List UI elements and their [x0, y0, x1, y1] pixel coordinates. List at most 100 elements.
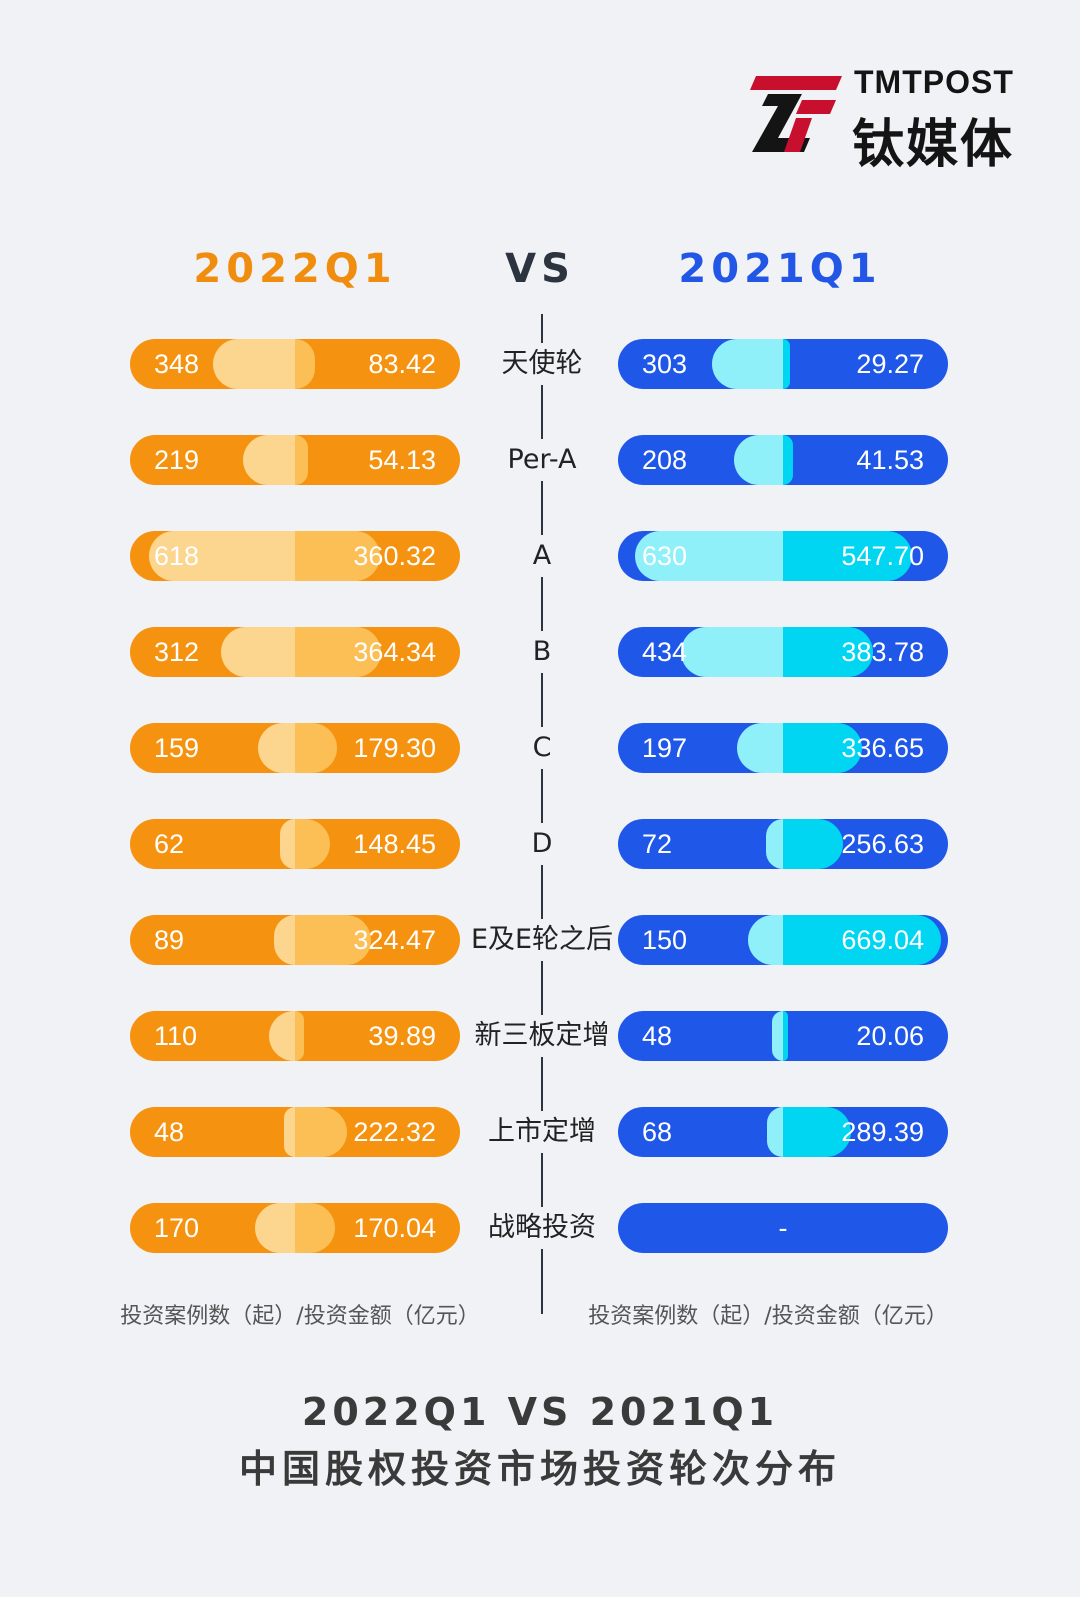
cases-fill — [766, 819, 783, 869]
2021q1-bar: 208 41.53 — [618, 435, 948, 485]
2022q1-bar: 62 148.45 — [130, 819, 460, 869]
cases-fill — [747, 915, 783, 965]
cases-fill — [280, 819, 295, 869]
2022q1-bar: 618 360.32 — [130, 531, 460, 581]
logo-text-cn: 钛媒体 — [852, 115, 1015, 175]
amount-value-label: 54.13 — [368, 445, 436, 475]
amount-value-label: 364.34 — [353, 637, 436, 667]
amount-value-label: 179.30 — [353, 733, 436, 763]
2022q1-bar: 348 83.42 — [130, 339, 460, 389]
amount-value-label: 256.63 — [841, 829, 924, 859]
cases-value-label: 630 — [642, 541, 688, 571]
tmtpost-logo: TMTPOST 钛媒体 — [750, 64, 1020, 175]
2022q1-bar: 312 364.34 — [130, 627, 460, 677]
2022q1-bar: 170 170.04 — [130, 1203, 460, 1253]
amount-value-label: 336.65 — [841, 733, 924, 763]
amount-fill — [295, 339, 315, 389]
chart-title: 2022Q1 VS 2021Q1 — [301, 1390, 779, 1434]
cases-fill — [733, 435, 783, 485]
2022q1-bar: 219 54.13 — [130, 435, 460, 485]
amount-value-label: 222.32 — [353, 1117, 436, 1147]
amount-value-label: 547.70 — [841, 541, 924, 571]
cases-value-label: 48 — [642, 1021, 673, 1051]
logo-text-en: TMTPOST — [854, 64, 1014, 100]
cases-value-label: 208 — [642, 445, 688, 475]
cases-fill — [243, 435, 295, 485]
amount-fill — [295, 1203, 336, 1253]
chart-row: 170 170.04 战略投资 - — [0, 1203, 1080, 1253]
amount-fill — [783, 435, 793, 485]
2021q1-bar: 48 20.06 — [618, 1011, 948, 1061]
2021q1-bar: 303 29.27 — [618, 339, 948, 389]
chart-row: 62 148.45 D 72 256.63 — [0, 819, 1080, 869]
amount-value-label: 39.89 — [368, 1021, 436, 1051]
cases-value-label: 68 — [642, 1117, 673, 1147]
amount-fill — [783, 531, 913, 581]
cases-value-label: 110 — [154, 1021, 198, 1051]
cases-value-label: 348 — [154, 349, 200, 379]
cases-value-label: 303 — [642, 349, 688, 379]
amount-value-label: 170.04 — [353, 1213, 436, 1243]
amount-value-label: 41.53 — [856, 445, 924, 475]
2021q1-bar: 197 336.65 — [618, 723, 948, 773]
2021q1-bar: 72 256.63 — [618, 819, 948, 869]
amount-value-label: 383.78 — [841, 637, 924, 667]
cases-fill — [254, 1203, 295, 1253]
cases-value-label: 312 — [154, 637, 200, 667]
category-label: E及E轮之后 — [460, 919, 624, 961]
2021q1-bar: - — [618, 1203, 948, 1253]
amount-fill — [295, 435, 308, 485]
chart-row: 159 179.30 C 197 336.65 — [0, 723, 1080, 773]
cases-fill — [711, 339, 783, 389]
amount-fill — [295, 915, 372, 965]
chart-row: 219 54.13 Per-A 208 41.53 — [0, 435, 1080, 485]
unit-label-right: 投资案例数（起）/投资金额（亿元） — [588, 1304, 948, 1329]
amount-value-label: 20.06 — [856, 1021, 924, 1051]
cases-fill — [149, 531, 295, 581]
2021q1-bar: 630 547.70 — [618, 531, 948, 581]
tmtpost-logo-mark-icon — [750, 76, 842, 152]
cases-fill — [766, 1107, 783, 1157]
chart-subtitle: 中国股权投资市场投资轮次分布 — [238, 1447, 841, 1491]
cases-value-label: 197 — [642, 733, 688, 763]
cases-value-label: 72 — [642, 829, 673, 859]
2021q1-bar: 150 669.04 — [618, 915, 948, 965]
header-2021q1: 2021Q1 — [678, 246, 882, 292]
chart-row: 48 222.32 上市定增 68 289.39 — [0, 1107, 1080, 1157]
amount-value-label: 324.47 — [353, 925, 436, 955]
cases-fill — [221, 627, 295, 677]
2022q1-bar: 110 39.89 — [130, 1011, 460, 1061]
cases-value-label: 48 — [154, 1117, 185, 1147]
cases-value-label: 150 — [642, 925, 688, 955]
category-label: C — [460, 727, 624, 769]
2022q1-bar: 159 179.30 — [130, 723, 460, 773]
cases-fill — [212, 339, 295, 389]
category-label: B — [460, 631, 624, 673]
cases-fill — [283, 1107, 295, 1157]
header-vs: VS — [505, 246, 575, 292]
cases-value-label: 159 — [154, 733, 200, 763]
amount-fill — [783, 915, 941, 965]
amount-fill — [295, 723, 338, 773]
amount-fill — [783, 1107, 852, 1157]
chart-row: 110 39.89 新三板定增 48 20.06 — [0, 1011, 1080, 1061]
category-label: Per-A — [460, 439, 624, 481]
amount-value-label: 289.39 — [841, 1117, 924, 1147]
chart-row: 348 83.42 天使轮 303 29.27 — [0, 339, 1080, 389]
cases-value-label: 618 — [154, 541, 200, 571]
amount-fill — [783, 627, 874, 677]
center-axis-line — [541, 314, 543, 1314]
cases-fill — [257, 723, 295, 773]
category-label: 新三板定增 — [460, 1015, 624, 1057]
unit-label-left: 投资案例数（起）/投资金额（亿元） — [120, 1304, 480, 1329]
chart-row: 312 364.34 B 434 383.78 — [0, 627, 1080, 677]
amount-fill — [783, 1011, 788, 1061]
amount-fill — [295, 627, 381, 677]
chart-row: 89 324.47 E及E轮之后 150 669.04 — [0, 915, 1080, 965]
cases-fill — [771, 1011, 783, 1061]
2021q1-bar: 68 289.39 — [618, 1107, 948, 1157]
cases-value-label: 219 — [154, 445, 200, 475]
amount-value-label: 669.04 — [841, 925, 924, 955]
missing-value-label: - — [778, 1213, 788, 1243]
cases-fill — [634, 531, 783, 581]
